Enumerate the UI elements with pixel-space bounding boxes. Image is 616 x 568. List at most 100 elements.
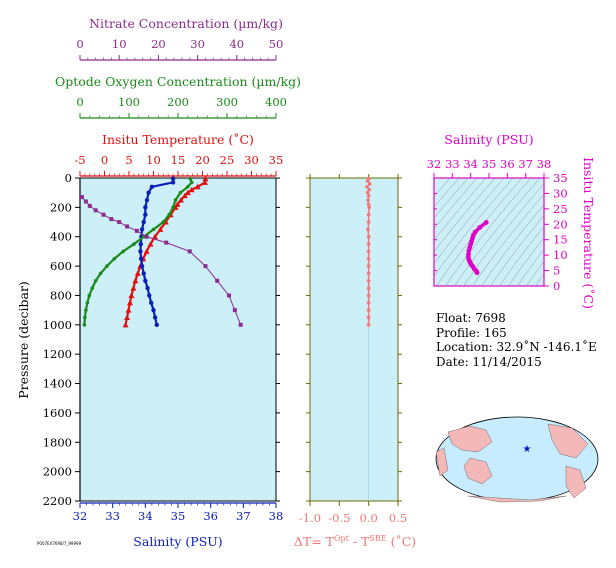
nitrate-point: [232, 308, 237, 313]
temperature-point: [177, 197, 184, 203]
map-land-antarctica: [467, 495, 567, 503]
nitrate-point: [93, 208, 98, 213]
float-id: Float: 7698: [436, 311, 506, 325]
nitrate-tick-label: 0: [76, 37, 83, 51]
delta-t-point: [366, 308, 371, 312]
nitrate-point: [187, 249, 192, 254]
temperature-point: [181, 192, 188, 199]
salinity-point: [139, 227, 145, 232]
temperature-point: [126, 299, 133, 306]
salinity-point: [138, 241, 143, 247]
oxygen-point: [121, 249, 125, 254]
delta-t-point: [366, 286, 371, 290]
nitrate-point: [101, 212, 106, 217]
profile-number: Profile: 165: [436, 325, 507, 340]
salinity-point: [149, 184, 155, 190]
date: Date: 11/14/2015: [436, 354, 542, 369]
salinity-tick-label: 33: [105, 509, 120, 523]
salinity-tick-label: 35: [171, 509, 186, 523]
ts-density-contour: [517, 248, 544, 286]
temperature-point: [130, 285, 137, 291]
oxygen-point: [178, 190, 183, 195]
nitrate-tick-label: 30: [190, 37, 205, 51]
oxygen-point: [173, 198, 178, 202]
nitrate-point: [79, 195, 84, 200]
pressure-tick-label: 2000: [43, 465, 72, 479]
ts-density-contours: [434, 178, 544, 286]
pressure-tick-label: 0: [65, 171, 72, 185]
ts-temperature-tick-label: 35: [553, 171, 568, 185]
salinity-point: [170, 180, 176, 185]
oxygen-point: [189, 180, 194, 185]
float-info-block: Float: 7698 Profile: 165 Location: 32.9˚…: [436, 311, 597, 369]
nitrate-point: [87, 203, 92, 208]
temperature-point: [194, 183, 201, 190]
salinity-point: [152, 315, 158, 320]
profile-panel: 0200400600800100012001400160018002000220…: [43, 37, 287, 523]
delta-t-tick-label: -0.5: [328, 511, 350, 525]
oxygen-point: [87, 293, 92, 298]
ts-temperature-tick-label: 0: [553, 279, 560, 293]
salinity-point: [151, 307, 156, 313]
pressure-tick-label: 200: [50, 200, 72, 214]
oxygen-tick-label: 300: [216, 95, 238, 109]
pressure-tick-label: 400: [50, 230, 72, 244]
ts-density-contour: [434, 178, 478, 230]
salinity-point: [143, 278, 148, 283]
nitrate-point: [226, 293, 231, 298]
oxygen-point: [105, 264, 109, 268]
nitrate-point: [125, 224, 130, 229]
oxygen-point: [82, 323, 87, 327]
salinity-point: [143, 205, 148, 210]
temperature-tick-label: 5: [125, 153, 132, 167]
salinity-point: [141, 271, 146, 276]
salinity-tick-label: 37: [236, 509, 251, 523]
salinity-tick-label: 36: [203, 509, 218, 523]
salinity-point: [138, 256, 144, 261]
temperature-point: [132, 277, 139, 284]
temperature-point: [201, 179, 208, 185]
delta-t-point: [366, 315, 371, 320]
salinity-line: [139, 178, 175, 326]
dt-title-part1: ΔT= T: [294, 534, 335, 549]
ts-density-contour: [490, 215, 544, 286]
salinity-point: [141, 219, 146, 225]
ts-salinity-tick-label: 32: [427, 157, 442, 171]
delta-t-point: [366, 249, 371, 254]
ts-temperature-tick-label: 20: [553, 217, 568, 231]
delta-t-point: [366, 300, 371, 305]
pressure-tick-label: 1400: [43, 377, 72, 391]
salinity-point: [139, 263, 145, 269]
float-location-star: ★: [523, 444, 532, 455]
temperature-tick-label: 15: [171, 153, 186, 167]
nitrate-axis-title: Nitrate Concentration (µm/kg): [89, 16, 283, 31]
map-land-asia: [447, 425, 493, 453]
temperature-point: [157, 226, 164, 232]
salinity-point: [147, 293, 152, 298]
temperature-tick-label: 10: [146, 153, 161, 167]
ts-salinity-tick-label: 33: [445, 157, 460, 171]
dt-title-part3: (˚C): [387, 534, 417, 549]
delta-t-point: [366, 293, 371, 298]
ts-density-contour: [535, 273, 544, 286]
delta-t-point: [366, 278, 371, 283]
temperature-point: [128, 292, 135, 298]
temperature-point: [125, 307, 132, 313]
map-land-australia: [463, 457, 493, 485]
salinity-point: [138, 249, 143, 254]
profile-plot-area: [79, 177, 277, 502]
oxygen-point: [171, 205, 175, 210]
delta-t-point: [366, 193, 371, 198]
temperature-point: [147, 241, 154, 247]
nitrate-point: [203, 264, 208, 269]
location: Location: 32.9˚N -146.1˚E: [436, 340, 597, 354]
temperature-axis-title: Insitu Temperature (˚C): [102, 132, 254, 147]
pressure-tick-label: 2200: [43, 494, 72, 508]
delta-t-point: [365, 190, 370, 195]
pressure-tick-label: 1600: [43, 406, 72, 420]
ts-density-contour: [434, 178, 505, 265]
pressure-tick-label: 1800: [43, 435, 72, 449]
oxygen-point: [98, 271, 103, 276]
salinity-point: [143, 212, 148, 217]
